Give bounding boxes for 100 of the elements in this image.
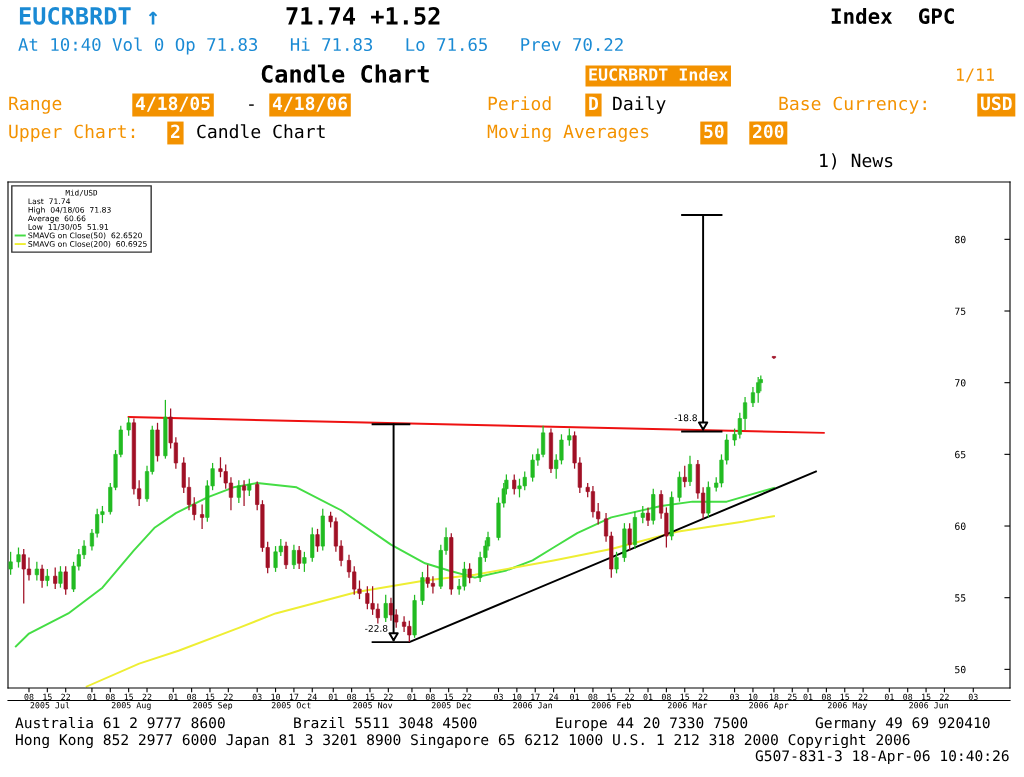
x2-tick-label: 2005 Jul: [30, 701, 70, 709]
x-tick-label: 24: [549, 693, 559, 700]
x-tick-label: 15: [205, 693, 215, 701]
candlestick: [53, 566, 58, 590]
x-tick-label: 15: [922, 693, 931, 701]
candlestick: [242, 479, 247, 507]
x-tick-label: 08: [903, 693, 913, 701]
text: EUCRBRDT Index: [589, 67, 729, 81]
text: EUCRBRDT ↑: [19, 6, 158, 25]
x-tick-label: 15: [124, 693, 134, 701]
candlestick: [302, 551, 307, 573]
annotation: -18.8: [674, 414, 697, 422]
text: 50: [704, 124, 724, 139]
candlestick: [58, 565, 63, 589]
text: 1) News: [820, 153, 893, 170]
line-series: [85, 515, 775, 688]
x2-tick-label: 2006 May: [827, 702, 868, 710]
x-tick-label: 01: [168, 693, 178, 701]
line-series: [14, 482, 775, 648]
text: D: [589, 96, 599, 110]
candlestick: [645, 506, 651, 527]
chart-title: Candle Chart: [261, 64, 429, 83]
candlestick: [687, 455, 693, 487]
x-tick-label: 22: [142, 693, 152, 700]
x-tick-label: 22: [61, 693, 71, 700]
x-tick-label: 15: [840, 693, 850, 701]
x-tick-label: 01: [87, 693, 97, 701]
candlestick: [677, 470, 682, 503]
text: Brazil 5511 3048 4500: [294, 716, 477, 729]
x-tick-label: 22: [223, 693, 233, 700]
text: USD: [980, 96, 1012, 111]
x-tick-label: 22: [940, 693, 949, 700]
x-tick-label: 10: [748, 693, 758, 701]
candlestick: [310, 526, 315, 563]
x-tick-label: 22: [383, 693, 393, 700]
text: 200: [753, 124, 784, 139]
text: Period: [488, 96, 551, 111]
x-tick-label: 15: [365, 693, 375, 701]
x-tick-label: 15: [680, 693, 690, 701]
x-tick-label: 15: [43, 693, 52, 701]
x-tick-label: 08: [588, 693, 598, 701]
candlestick: [16, 546, 21, 569]
candlestick: [8, 551, 13, 576]
text: Australia 61 2 9777 8600: [15, 716, 225, 729]
x-tick-label: 24: [307, 693, 317, 700]
text: Moving Averages: [487, 124, 649, 142]
text: -: [249, 104, 254, 106]
text: G507-831-3 18-Apr-06 10:40:26: [755, 750, 1009, 765]
candlestick: [467, 562, 472, 584]
x2-tick-label: 2005 Oct: [271, 702, 311, 709]
x2-tick-label: 2005 Aug: [111, 702, 151, 710]
candlestick: [126, 416, 131, 437]
candlestick: [315, 528, 320, 553]
candlestick: [200, 503, 205, 530]
x-tick-label: 01: [570, 693, 580, 701]
x2-tick-label: 2006 Jan: [513, 702, 552, 709]
candlestick: [236, 479, 241, 504]
text: Candle Chart: [197, 124, 325, 139]
x2-tick-label: 2005 Dec: [431, 702, 471, 709]
candlestick: [63, 565, 68, 596]
x-tick-label: 03: [494, 693, 503, 701]
text: 1/11: [957, 68, 995, 83]
x-tick-label: 01: [328, 693, 338, 701]
x-tick-label: 01: [643, 693, 653, 701]
x-tick-label: 17: [531, 693, 540, 700]
text: 2: [171, 124, 180, 138]
x-tick-label: 15: [444, 693, 454, 701]
candlestick: [627, 522, 632, 552]
text: 4/18/06: [272, 96, 348, 112]
candlestick: [283, 541, 289, 570]
x-tick-label: 15: [607, 693, 616, 701]
x-tick-label: 22: [625, 693, 634, 700]
text: Range: [9, 96, 62, 114]
x-tick-label: 22: [698, 693, 708, 700]
y-tick-label: 60: [955, 522, 966, 530]
candlestick: [383, 594, 388, 623]
x-tick-label: 08: [821, 693, 831, 701]
x-tick-label: 08: [425, 693, 435, 701]
x-tick-label: 03: [252, 693, 262, 701]
candlestick: [682, 465, 687, 488]
x-tick-label: 08: [347, 693, 357, 701]
text: Daily: [613, 96, 666, 114]
y-tick-label: 75: [955, 307, 966, 315]
x-tick-label: 22: [858, 693, 868, 700]
x-tick-label: 01: [803, 693, 813, 701]
text: Base Currency:: [779, 96, 926, 114]
x-tick-label: 10: [271, 693, 281, 701]
x-tick-label: 03: [730, 693, 739, 701]
y-tick-label: 50: [955, 665, 966, 674]
x-tick-label: 08: [105, 693, 115, 701]
text: Index GPC: [831, 7, 954, 25]
x-tick-label: 08: [187, 693, 197, 701]
y-tick-label: 80: [955, 235, 966, 244]
x-tick-label: 03: [968, 693, 978, 701]
x-tick-label: 08: [24, 693, 34, 701]
y-tick-label: 70: [955, 379, 966, 387]
x-tick-label: 25: [787, 693, 797, 701]
x2-tick-label: 2005 Sep: [193, 702, 233, 710]
text: At 10:40 Vol 0 Op 71.83 Hi 71.83 Lo 71.65 Prev 70.22: [18, 37, 623, 55]
candlestick: [34, 561, 39, 582]
